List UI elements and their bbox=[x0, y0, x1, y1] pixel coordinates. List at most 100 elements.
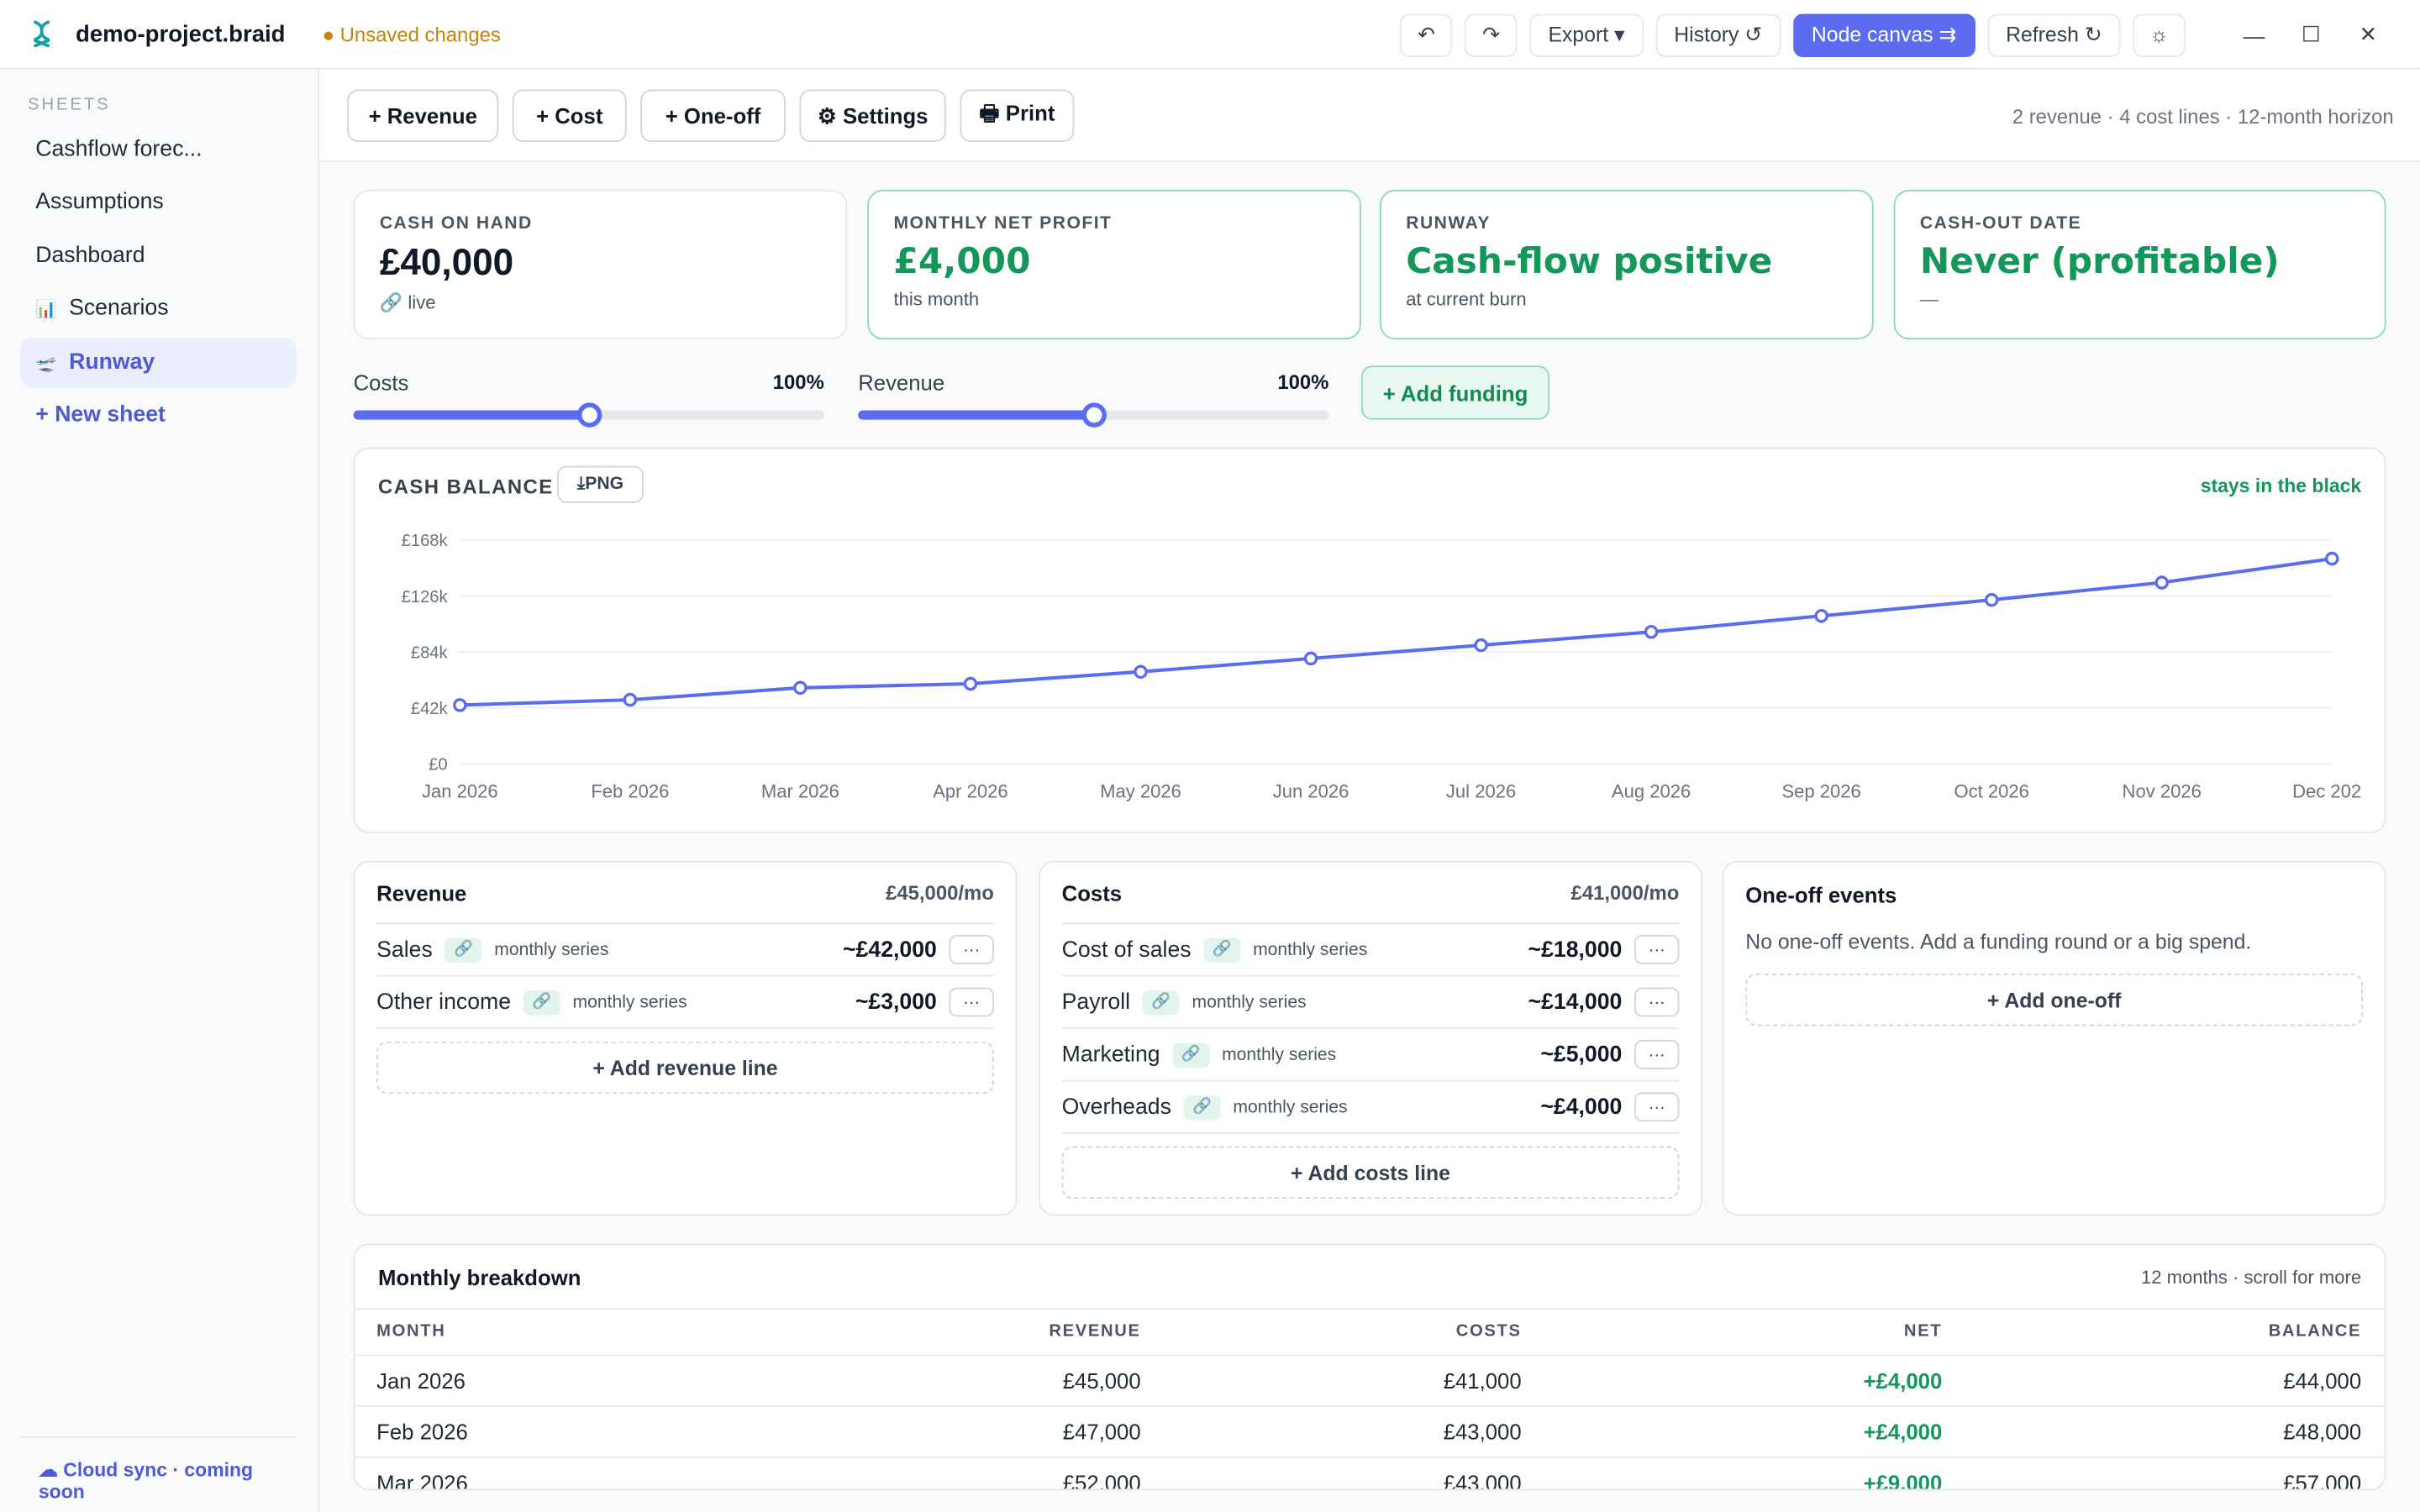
maximize-button[interactable]: ☐ bbox=[2301, 21, 2321, 47]
settings-button[interactable]: ⚙ Settings bbox=[799, 89, 946, 142]
close-button[interactable]: ✕ bbox=[2359, 21, 2378, 47]
add-oneoff-button[interactable]: + Add one-off bbox=[1745, 973, 2363, 1026]
link-icon: 🔗 bbox=[1203, 937, 1241, 963]
x-tick-label: Nov 2026 bbox=[2123, 781, 2202, 802]
add-cost-button[interactable]: + Cost bbox=[512, 89, 627, 142]
more-options-button[interactable]: ··· bbox=[949, 987, 994, 1017]
monthly-title: Monthly breakdown bbox=[377, 1264, 581, 1289]
revenue-card-total: £45,000/mo bbox=[886, 880, 994, 905]
cell-revenue: £47,000 bbox=[932, 1405, 1165, 1457]
list-item[interactable]: Payroll 🔗 monthly series ~£14,000 ··· bbox=[1061, 977, 1680, 1030]
x-tick-label: Aug 2026 bbox=[1612, 781, 1691, 802]
cell-month: Mar 2026 bbox=[355, 1456, 933, 1489]
list-item[interactable]: Sales 🔗 monthly series ~£42,000 ··· bbox=[376, 924, 994, 977]
data-point bbox=[1984, 592, 1999, 607]
unsaved-indicator: ● Unsaved changes bbox=[322, 22, 501, 46]
cell-month: Feb 2026 bbox=[355, 1405, 933, 1457]
add-oneoff-button[interactable]: + One-off bbox=[640, 89, 786, 142]
revenue-slider-handle[interactable] bbox=[1081, 402, 1106, 428]
costs-slider[interactable] bbox=[353, 402, 824, 428]
x-tick-label: Jul 2026 bbox=[1446, 781, 1516, 802]
column-header: COSTS bbox=[1164, 1310, 1545, 1356]
redo-button[interactable]: ↷ bbox=[1465, 13, 1518, 57]
add-revenue-line-button[interactable]: + Add revenue line bbox=[376, 1041, 994, 1095]
line-name: Overheads bbox=[1061, 1095, 1171, 1120]
kpi-value: Cash-flow positive bbox=[1406, 242, 1773, 283]
costs-slider-handle[interactable] bbox=[576, 402, 602, 428]
data-point bbox=[2324, 551, 2339, 566]
minimize-button[interactable]: — bbox=[2243, 22, 2265, 48]
line-name: Other income bbox=[376, 990, 512, 1015]
revenue-card-title: Revenue bbox=[376, 879, 467, 906]
theme-toggle-button[interactable]: ☼ bbox=[2133, 13, 2186, 57]
sidebar-item-label: Runway bbox=[69, 349, 155, 375]
data-point bbox=[623, 692, 638, 707]
line-kind: monthly series bbox=[1233, 1097, 1348, 1116]
kpi-cash-on-hand: CASH ON HAND £40,000 🔗 live bbox=[353, 189, 848, 340]
data-point bbox=[1134, 664, 1148, 680]
add-revenue-button[interactable]: + Revenue bbox=[347, 89, 499, 142]
sidebar-item-cashflow[interactable]: Cashflow forec... bbox=[20, 125, 297, 175]
costs-slider-label: Costs bbox=[353, 370, 409, 396]
cell-balance: £44,000 bbox=[1965, 1354, 2385, 1407]
export-button[interactable]: Export ▾ bbox=[1529, 13, 1644, 57]
add-costs-line-button[interactable]: + Add costs line bbox=[1061, 1146, 1680, 1200]
line-name: Cost of sales bbox=[1061, 937, 1192, 963]
sidebar-heading: SHEETS bbox=[28, 95, 111, 114]
column-header: BALANCE bbox=[1965, 1310, 2385, 1356]
sidebar-item-label: Scenarios bbox=[69, 296, 169, 322]
oneoff-empty-text: No one-off events. Add a funding round o… bbox=[1745, 930, 2252, 954]
more-options-button[interactable]: ··· bbox=[1634, 935, 1680, 964]
data-point bbox=[1814, 608, 1828, 623]
more-options-button[interactable]: ··· bbox=[1634, 1039, 1680, 1069]
cell-net: +£4,000 bbox=[1544, 1354, 1965, 1407]
refresh-button[interactable]: Refresh ↻ bbox=[1987, 13, 2121, 57]
revenue-slider-label: Revenue bbox=[858, 370, 945, 396]
more-options-button[interactable]: ··· bbox=[949, 935, 994, 964]
list-item[interactable]: Overheads 🔗 monthly series ~£4,000 ··· bbox=[1061, 1082, 1680, 1134]
chart-title: CASH BALANCE bbox=[377, 475, 554, 499]
kpi-value: £4,000 bbox=[893, 242, 1031, 283]
sheet-toolbar: + Revenue + Cost + One-off ⚙ Settings 🖶 … bbox=[319, 69, 2420, 162]
history-button[interactable]: History ↺ bbox=[1655, 13, 1781, 57]
cell-month: Jan 2026 bbox=[355, 1354, 933, 1407]
list-item[interactable]: Other income 🔗 monthly series ~£3,000 ··… bbox=[376, 977, 994, 1030]
list-item[interactable]: Marketing 🔗 monthly series ~£5,000 ··· bbox=[1061, 1029, 1680, 1082]
x-tick-label: Oct 2026 bbox=[1954, 781, 2028, 802]
line-value: ~£42,000 bbox=[843, 937, 937, 963]
more-options-button[interactable]: ··· bbox=[1634, 987, 1680, 1017]
cell-net: +£9,000 bbox=[1544, 1456, 1965, 1489]
costs-card-total: £41,000/mo bbox=[1570, 880, 1680, 905]
y-tick-label: £42k bbox=[411, 700, 449, 718]
data-point bbox=[1644, 624, 1659, 639]
sidebar-item-dashboard[interactable]: Dashboard bbox=[20, 232, 297, 281]
add-funding-button[interactable]: + Add funding bbox=[1360, 365, 1550, 420]
kpi-cash-out-date: CASH-OUT DATE Never (profitable) — bbox=[1893, 189, 2386, 340]
app-logo-icon bbox=[33, 20, 50, 48]
node-canvas-button[interactable]: Node canvas ⇉ bbox=[1792, 13, 1975, 57]
line-value: ~£3,000 bbox=[855, 990, 937, 1015]
y-tick-label: £126k bbox=[402, 588, 449, 606]
data-point bbox=[1303, 651, 1318, 666]
export-png-button[interactable]: ⤓PNG bbox=[557, 465, 644, 503]
sidebar-item-assumptions[interactable]: Assumptions bbox=[20, 177, 297, 227]
y-tick-label: £0 bbox=[429, 756, 447, 774]
sidebar-item-runway[interactable]: 🛫 Runway bbox=[19, 338, 297, 388]
sidebar: SHEETS Cashflow forec... Assumptions Das… bbox=[0, 69, 320, 1512]
kpi-label: RUNWAY bbox=[1406, 214, 1491, 234]
line-kind: monthly series bbox=[1253, 940, 1368, 959]
project-name: demo-project.braid bbox=[75, 20, 286, 48]
chart-status: stays in the black bbox=[2200, 475, 2362, 497]
line-value: ~£18,000 bbox=[1528, 937, 1623, 963]
x-tick-label: May 2026 bbox=[1100, 781, 1181, 802]
revenue-slider[interactable] bbox=[858, 402, 1329, 428]
undo-button[interactable]: ↶ bbox=[1400, 13, 1453, 57]
new-sheet-button[interactable]: + New sheet bbox=[35, 402, 166, 428]
sidebar-item-scenarios[interactable]: 📊 Scenarios bbox=[20, 284, 297, 333]
revenue-card: Revenue £45,000/mo Sales 🔗 monthly serie… bbox=[353, 860, 1018, 1216]
list-item[interactable]: Cost of sales 🔗 monthly series ~£18,000 … bbox=[1061, 924, 1680, 977]
x-tick-label: Sep 2026 bbox=[1781, 781, 1860, 802]
print-button[interactable]: 🖶 Print bbox=[960, 89, 1075, 142]
sheet-summary: 2 revenue · 4 cost lines · 12-month hori… bbox=[2012, 104, 2394, 129]
more-options-button[interactable]: ··· bbox=[1634, 1092, 1680, 1122]
